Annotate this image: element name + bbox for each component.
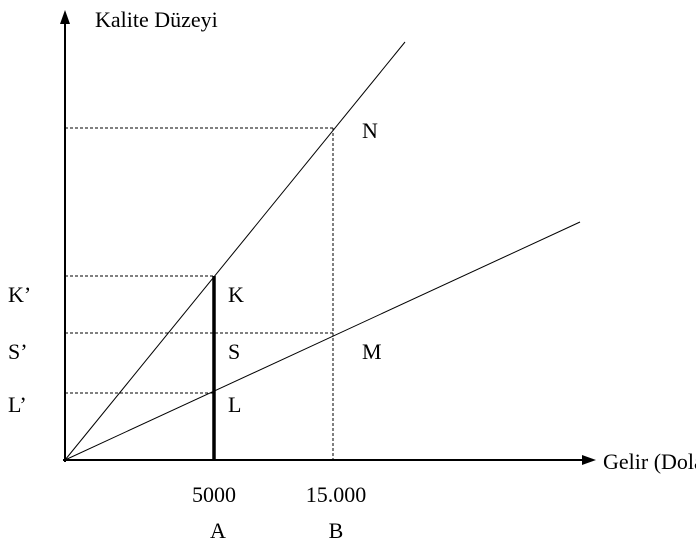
x-tick-point: B [329,518,344,543]
x-arrow [582,455,596,465]
point-label: S [228,339,240,364]
y-arrow [60,10,70,24]
point-label: K [228,282,244,307]
y-tick-label: L’ [8,392,27,417]
y-tick-label: K’ [8,282,31,307]
point-label: M [362,339,382,364]
x-tick-label: 5000 [192,482,236,507]
x-tick-label: 15.000 [306,482,367,507]
y-tick-label: S’ [8,339,28,364]
shallow-line [64,221,581,461]
steep-line [64,41,406,461]
x-tick-point: A [210,518,226,543]
point-label: L [228,392,241,417]
x-axis-label: Gelir (Dolar) [603,449,696,474]
y-axis-label: Kalite Düzeyi [95,7,218,32]
point-label: N [362,118,378,143]
